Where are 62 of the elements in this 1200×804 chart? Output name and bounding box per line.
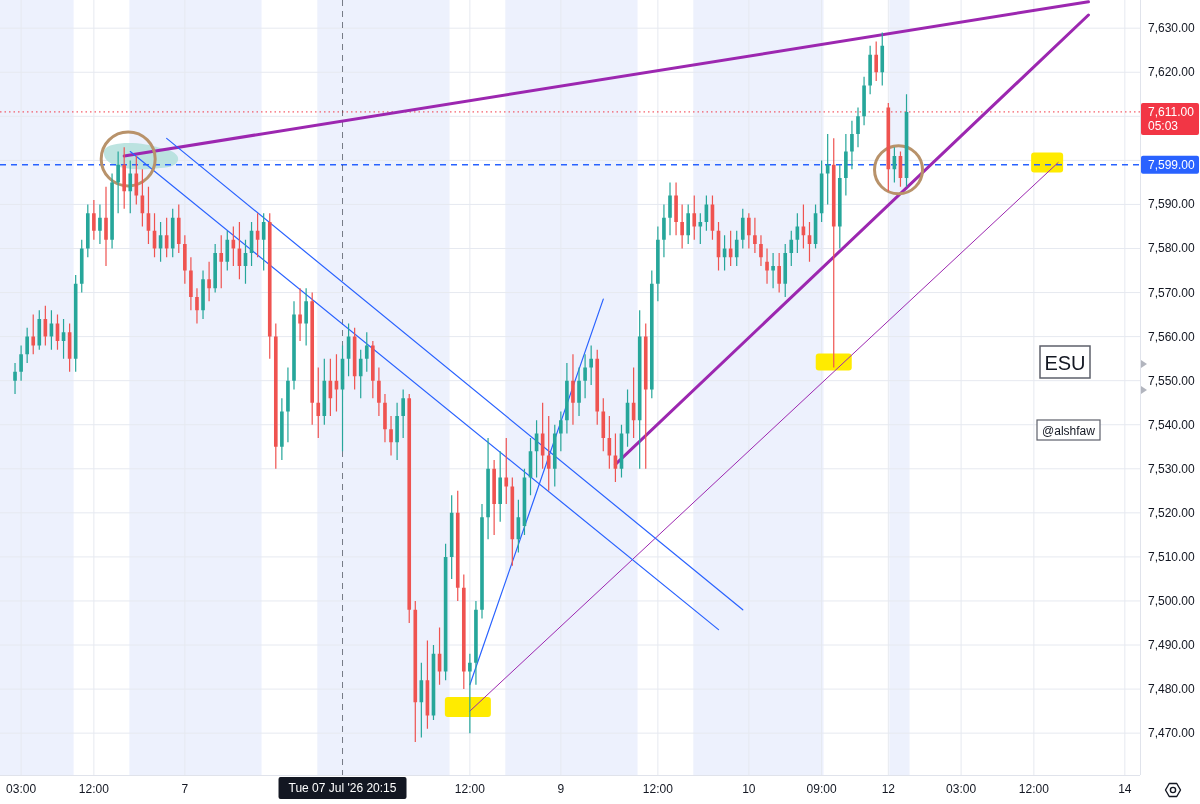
candlestick (395, 402, 399, 460)
candlestick (19, 345, 23, 381)
x-tick-label: 03:00 (946, 782, 977, 796)
y-tick-label: 7,500.00 (1148, 593, 1196, 608)
x-tick-label: 12:00 (642, 782, 674, 796)
candlestick (577, 367, 581, 416)
candlestick (850, 120, 854, 170)
y-tick-label: 7,540.00 (1148, 417, 1196, 432)
candlestick (383, 393, 387, 443)
annotation: ESU (1044, 352, 1086, 374)
x-tick-label: Tue 07 Jul '26 20:15 (288, 781, 397, 795)
candlestick (207, 261, 211, 302)
ref-line-label: 7,611.00 05:03 (1148, 104, 1195, 133)
candlestick (862, 76, 866, 126)
candlestick (674, 182, 678, 236)
candlestick (771, 252, 775, 289)
candlestick (13, 363, 17, 394)
candlestick (201, 270, 205, 319)
candlestick (486, 437, 490, 540)
y-tick-label: 7,480.00 (1148, 682, 1196, 697)
x-tick-label: 9 (557, 782, 565, 796)
x-tick-label: 09:00 (806, 782, 837, 796)
candlestick (765, 248, 769, 284)
candlestick (753, 217, 757, 253)
candlestick (583, 354, 587, 399)
y-tick-label: 7,620.00 (1148, 65, 1196, 80)
candlestick (389, 415, 393, 456)
y-tick-label: 7,520.00 (1148, 505, 1196, 520)
x-tick-label: 12:00 (1018, 782, 1050, 796)
candlestick (195, 288, 199, 324)
annotation: @alshfaw (1042, 423, 1096, 438)
y-tick-label: 7,580.00 (1148, 241, 1196, 256)
y-tick-label: 7,560.00 (1148, 329, 1196, 344)
y-tick-label: 7,630.00 (1148, 21, 1196, 36)
y-tick-label: 7,550.00 (1148, 373, 1196, 388)
candlestick (98, 204, 102, 245)
y-tick-label: 7,470.00 (1148, 726, 1196, 741)
y-tick-label: 7,530.00 (1148, 461, 1196, 476)
candlestick (104, 186, 108, 267)
x-tick-label: 12:00 (454, 782, 486, 796)
x-tick-label: 7 (181, 782, 189, 796)
y-tick-label: 7,490.00 (1148, 638, 1196, 653)
candlestick (298, 288, 302, 342)
candlestick (662, 204, 666, 258)
candlestick (189, 257, 193, 311)
x-tick-label: 03:00 (6, 782, 37, 796)
candlestick (565, 363, 569, 434)
y-tick-label: 7,570.00 (1148, 285, 1196, 300)
x-tick-label: 12 (881, 782, 896, 796)
ref-line-label: 7,599.00 (1148, 157, 1196, 172)
y-tick-label: 7,510.00 (1148, 549, 1196, 564)
candlestick (668, 182, 672, 236)
candlestick (377, 367, 381, 416)
x-tick-label: 14 (1118, 782, 1132, 796)
candlestick (571, 354, 575, 425)
candlestick (474, 600, 478, 685)
candlestick (856, 107, 860, 148)
y-tick-label: 7,590.00 (1148, 197, 1196, 212)
x-tick-label: 10 (742, 782, 756, 796)
candlestick (759, 235, 763, 267)
candlestick (286, 367, 290, 443)
x-tick-label: 12:00 (78, 782, 110, 796)
